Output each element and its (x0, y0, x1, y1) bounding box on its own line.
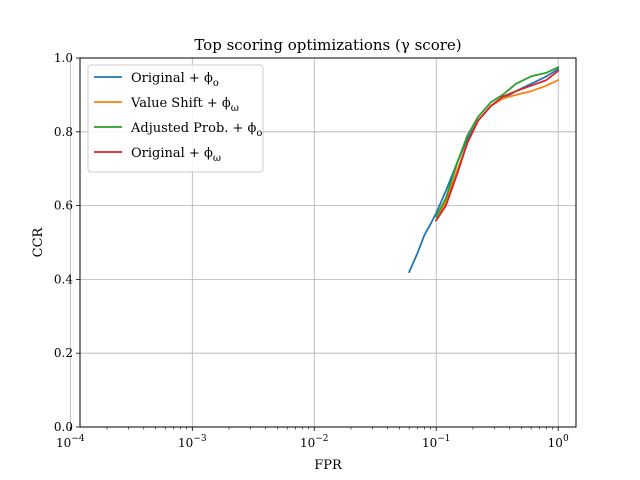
plot-frame (79, 57, 577, 428)
y-tick-label: 1.0 (54, 51, 73, 65)
series-line-1 (408, 67, 560, 274)
legend-label-1: Original + ϕo (131, 71, 219, 89)
x-axis-label: FPR (314, 458, 343, 473)
series-line-4 (434, 69, 560, 222)
legend-label-2: Value Shift + ϕω (130, 96, 239, 114)
x-tick-label: 10−1 (422, 434, 451, 450)
x-axis-ticks: 10−4 10−3 10−2 10−1 100 (56, 427, 569, 450)
x-tick-label: 10−3 (178, 434, 207, 450)
series-line-3 (434, 66, 560, 218)
legend-label-4: Original + ϕω (131, 146, 221, 164)
y-tick-label: 0.6 (54, 199, 73, 213)
y-tick-label: 0.4 (54, 272, 73, 286)
y-tick-label: 0.2 (54, 346, 73, 360)
legend-box (87, 64, 264, 173)
y-axis-label: CCR (31, 226, 46, 257)
legend: Original + ϕo Value Shift + ϕω Adjusted Pr… (87, 64, 264, 173)
x-tick-label: 10−4 (56, 434, 85, 450)
series-layer (408, 66, 560, 274)
y-tick-label: 0.8 (54, 125, 73, 139)
y-tick-label: 0.0 (54, 420, 73, 434)
y-axis-ticks: 0.0 0.2 0.4 0.6 0.8 1.0 (54, 51, 80, 434)
x-tick-label: 100 (548, 434, 569, 450)
x-tick-label: 10−2 (300, 434, 329, 450)
chart-title: Top scoring optimizations (γ score) (194, 36, 461, 54)
legend-label-3: Adjusted Prob. + ϕo (130, 121, 262, 139)
